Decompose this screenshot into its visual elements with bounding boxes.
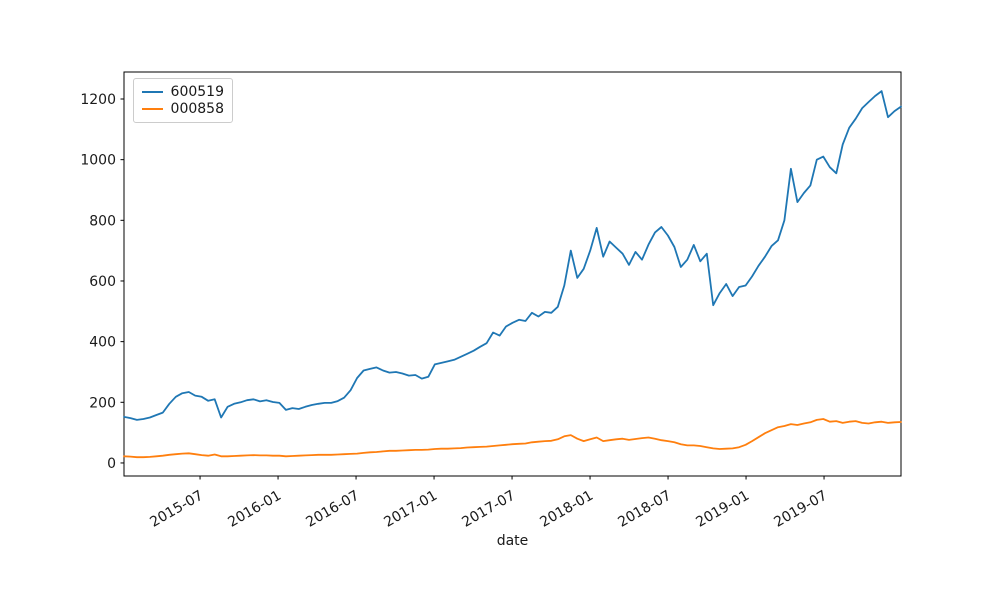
- y-tick-label: 1200: [80, 92, 116, 108]
- y-tick-label: 1000: [80, 153, 116, 169]
- x-tick-label: 2018-01: [537, 488, 596, 531]
- legend-line-swatch-000858: [142, 108, 163, 111]
- legend-line-swatch-600519: [142, 90, 163, 93]
- y-tick-label: 800: [89, 213, 116, 229]
- x-tick-label: 2016-07: [303, 488, 362, 531]
- y-tick-label: 200: [89, 395, 116, 411]
- x-tick-label: 2019-07: [771, 488, 830, 531]
- x-tick-label: 2017-07: [459, 488, 518, 531]
- x-tick-label: 2017-01: [381, 488, 440, 531]
- x-tick-label: 2019-01: [693, 488, 752, 531]
- legend-label-000858: 000858: [170, 101, 224, 118]
- y-tick-label: 0: [107, 456, 116, 472]
- x-axis-title: date: [497, 533, 529, 549]
- legend: 600519 000858: [133, 78, 233, 123]
- legend-item-000858: 000858: [142, 102, 224, 116]
- y-tick-label: 600: [89, 274, 116, 290]
- series-line-000858: [123, 418, 902, 459]
- legend-item-600519: 600519: [142, 85, 224, 99]
- x-tick-label: 2015-07: [147, 488, 206, 531]
- y-tick-label: 400: [89, 335, 116, 351]
- series-line-600519: [123, 90, 902, 421]
- plot-border: [123, 71, 902, 477]
- x-tick-label: 2016-01: [225, 488, 284, 531]
- legend-label-600519: 600519: [170, 83, 224, 100]
- x-tick-label: 2018-07: [615, 488, 674, 531]
